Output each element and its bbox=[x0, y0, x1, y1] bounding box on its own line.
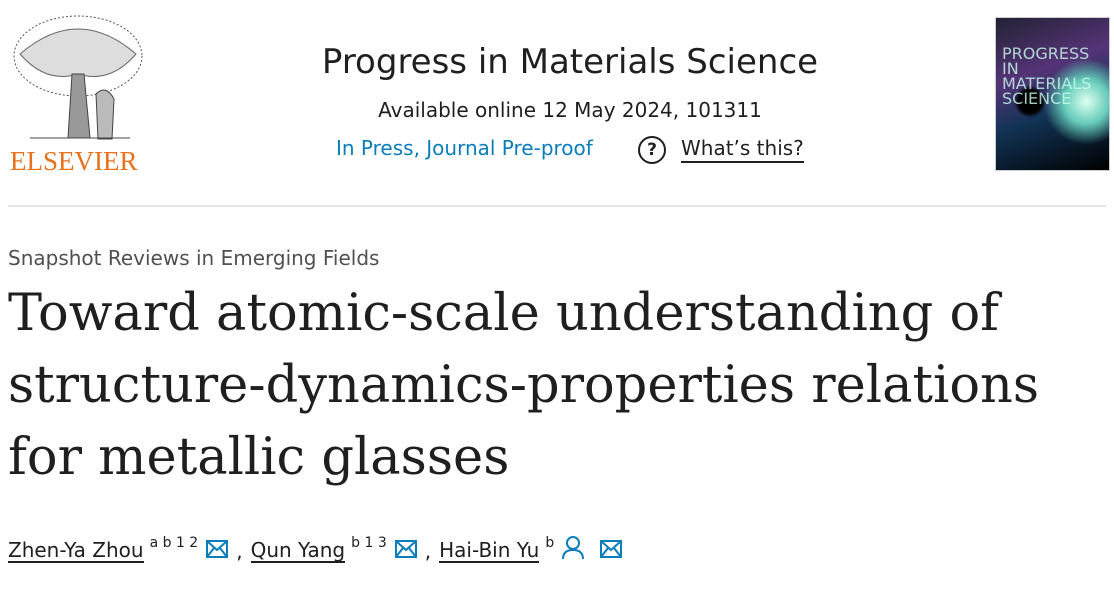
mail-icon[interactable] bbox=[600, 539, 623, 563]
mail-icon[interactable] bbox=[394, 539, 417, 563]
author-name[interactable]: Hai-Bin Yu bbox=[439, 537, 540, 563]
separator: , bbox=[424, 538, 432, 563]
article-section: Snapshot Reviews in Emerging Fields bbox=[8, 246, 380, 270]
header-divider bbox=[8, 205, 1106, 207]
pre-proof-link[interactable]: In Press, Journal Pre-proof bbox=[336, 136, 593, 160]
elsevier-logo[interactable]: ELSEVIER bbox=[8, 14, 148, 176]
mail-icon[interactable] bbox=[206, 539, 229, 563]
article-title: Toward atomic-scale understanding of str… bbox=[8, 284, 1040, 487]
journal-title[interactable]: Progress in Materials Science bbox=[321, 42, 819, 82]
tree-logo-icon bbox=[13, 15, 143, 140]
author-affiliations[interactable]: a b 1 2 bbox=[149, 534, 199, 551]
author-name[interactable]: Qun Yang bbox=[250, 537, 346, 563]
question-icon[interactable]: ? bbox=[638, 136, 666, 164]
availability-date: Available online 12 May 2024, 101311 bbox=[378, 98, 762, 122]
whats-this-link[interactable]: What’s this? bbox=[681, 136, 804, 163]
journal-cover-image[interactable]: PROGRESS IN MATERIALS SCIENCE bbox=[995, 17, 1110, 171]
author-list: Zhen-Ya Zhou a b 1 2 , Qun Yang b 1 3 , … bbox=[8, 534, 630, 565]
author-name[interactable]: Zhen-Ya Zhou bbox=[8, 537, 144, 563]
publisher-name: ELSEVIER bbox=[10, 146, 138, 176]
cover-title: PROGRESS IN MATERIALS SCIENCE bbox=[1002, 44, 1092, 108]
author-affiliations[interactable]: b bbox=[545, 534, 555, 551]
person-icon[interactable] bbox=[562, 536, 585, 565]
author-affiliations[interactable]: b 1 3 bbox=[351, 534, 387, 551]
separator: , bbox=[236, 538, 243, 563]
